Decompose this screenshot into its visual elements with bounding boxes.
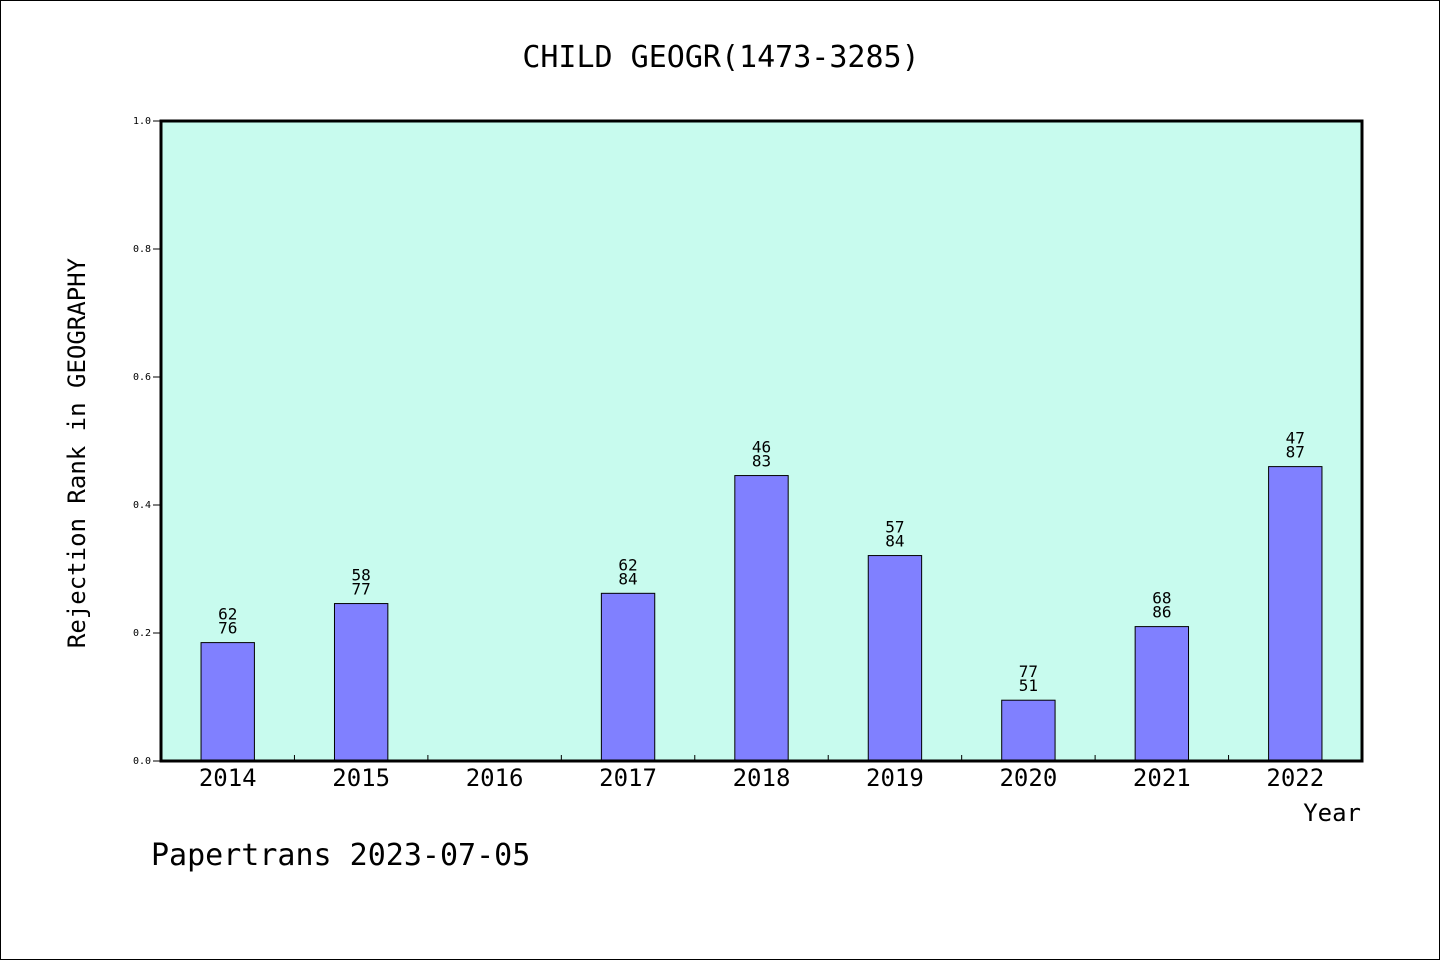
y-tick-label-0.6: 0.6: [133, 372, 151, 383]
bar-2014: [200, 642, 255, 762]
plot-border: [159, 119, 1364, 763]
bar-label-bottom-2020: 51: [1019, 676, 1038, 695]
bar-label-top-2020: 77: [1019, 662, 1038, 681]
bar-label-top-2015: 58: [352, 566, 371, 585]
bar-label-bottom-2018: 83: [752, 452, 771, 471]
x-tick-label-2021: 2021: [1133, 764, 1191, 792]
bar-label-bottom-2019: 84: [885, 532, 904, 551]
footer-text: Papertrans 2023-07-05: [151, 838, 530, 873]
x-tick-label-2020: 2020: [999, 764, 1057, 792]
bar-label-top-2022: 47: [1286, 429, 1305, 448]
bar-2021: [1134, 626, 1190, 762]
x-axis-label: Year: [1303, 799, 1361, 827]
x-tick-label-2014: 2014: [199, 764, 257, 792]
bar-label-bottom-2015: 77: [352, 580, 371, 599]
bar-label-bottom-2021: 86: [1152, 603, 1171, 622]
bar-2018: [734, 475, 789, 762]
x-tick-label-2017: 2017: [599, 764, 657, 792]
bar-label-top-2019: 57: [885, 518, 904, 537]
x-tick-label-2022: 2022: [1266, 764, 1324, 792]
bar-label-bottom-2022: 87: [1286, 443, 1305, 462]
bar-label-top-2018: 46: [752, 438, 771, 457]
y-tick-label-1.0: 1.0: [133, 116, 151, 127]
x-tick-label-2018: 2018: [733, 764, 791, 792]
y-tick-label-0.0: 0.0: [133, 756, 151, 767]
bar-label-bottom-2017: 84: [618, 569, 637, 588]
x-tick-label-2015: 2015: [332, 764, 390, 792]
x-tick-label-2019: 2019: [866, 764, 924, 792]
y-tick-label-0.4: 0.4: [133, 500, 151, 511]
bar-label-top-2014: 62: [218, 605, 237, 624]
bar-2022: [1268, 466, 1323, 762]
chart-title: CHILD GEOGR(1473-3285): [522, 40, 919, 75]
bar-2019: [867, 555, 923, 762]
y-tick-label-0.8: 0.8: [133, 244, 151, 255]
bar-2017: [600, 592, 656, 762]
bar-2020: [1001, 699, 1056, 762]
bar-2015: [333, 603, 389, 762]
bar-label-bottom-2014: 76: [218, 619, 237, 638]
bar-label-top-2017: 62: [618, 555, 637, 574]
y-tick-label-0.2: 0.2: [133, 628, 151, 639]
ticks-group: 2014 2015 2016 2017 2018 2019 2020 2021 2022 0.0 0…: [133, 116, 1324, 792]
x-tick-label-2016: 2016: [466, 764, 524, 792]
y-axis-label: Rejection Rank in GEOGRAPHY: [63, 257, 91, 648]
bar-label-top-2021: 68: [1152, 589, 1171, 608]
